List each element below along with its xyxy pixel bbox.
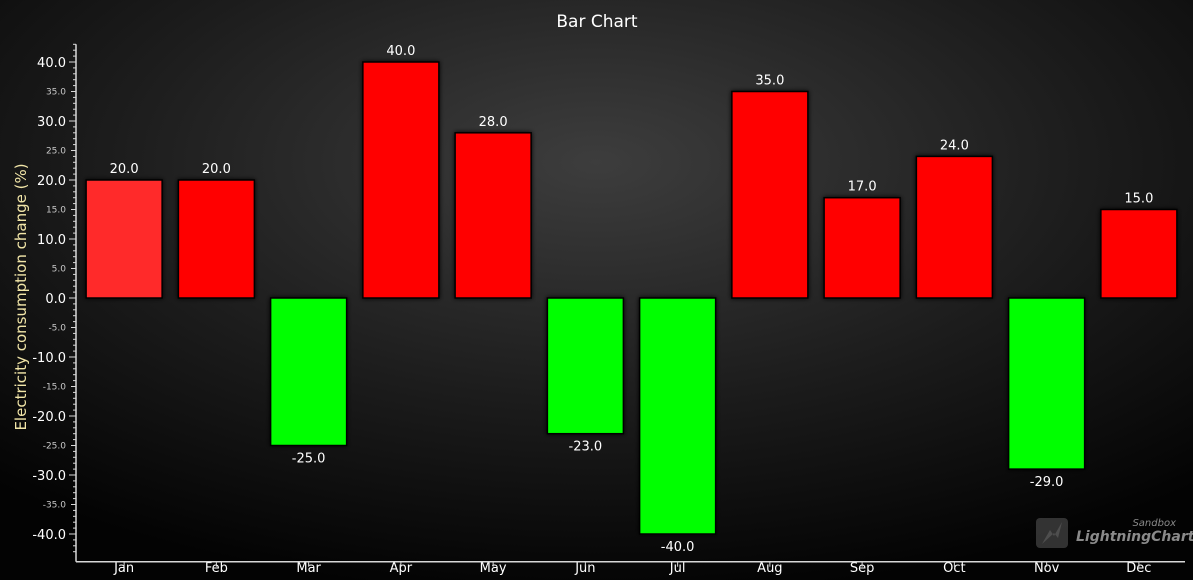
- x-tick-label-jun: Jun: [574, 561, 595, 576]
- bar-nov: [1007, 297, 1086, 470]
- y-tick-label: 0.0: [45, 292, 66, 307]
- x-tick-label-may: May: [480, 561, 507, 576]
- y-minor-tick-label: 35.0: [46, 88, 66, 98]
- y-minor-tick-label: -25.0: [43, 442, 67, 452]
- x-tick-label-apr: Apr: [390, 561, 413, 576]
- data-label-dec: 15.0: [1124, 192, 1153, 207]
- y-tick-label: 10.0: [37, 233, 66, 248]
- data-label-oct: 24.0: [940, 138, 969, 153]
- data-label-jan: 20.0: [110, 162, 139, 177]
- data-label-jun: -23.0: [569, 440, 603, 455]
- x-tick-label-sep: Sep: [850, 561, 875, 576]
- y-tick-label: 20.0: [37, 174, 66, 189]
- lightning-logo-icon: [1036, 518, 1068, 548]
- y-minor-tick-label: -5.0: [48, 324, 66, 334]
- y-minor-tick-label: 25.0: [46, 147, 66, 157]
- x-tick-label-dec: Dec: [1126, 561, 1151, 576]
- bar-may: [454, 132, 532, 299]
- x-tick-label-feb: Feb: [205, 561, 228, 576]
- data-label-jul: -40.0: [661, 540, 695, 555]
- x-tick-label-oct: Oct: [943, 561, 965, 576]
- y-minor-tick-label: 15.0: [46, 206, 66, 216]
- bar-mar: [269, 297, 348, 447]
- y-minor-tick-label: -35.0: [43, 501, 67, 511]
- data-label-feb: 20.0: [202, 162, 231, 177]
- bar-oct: [915, 155, 994, 299]
- y-tick-label: 40.0: [37, 56, 66, 71]
- data-label-apr: 40.0: [386, 44, 415, 59]
- bar-jun: [546, 297, 625, 435]
- y-minor-tick-label: -15.0: [43, 383, 67, 393]
- y-tick-label: -40.0: [32, 528, 66, 543]
- bar-sep: [823, 196, 901, 299]
- x-tick-label-aug: Aug: [757, 561, 782, 576]
- y-tick-label: -20.0: [32, 410, 66, 425]
- y-minor-tick-label: 5.0: [52, 265, 67, 275]
- bar-jan: [85, 179, 163, 299]
- y-tick-label: -10.0: [32, 351, 66, 366]
- x-tick-label-jan: Jan: [113, 561, 134, 576]
- data-label-mar: -25.0: [292, 452, 326, 467]
- y-tick-label: -30.0: [32, 469, 66, 484]
- bar-aug: [731, 90, 809, 299]
- bar-feb: [177, 179, 256, 299]
- watermark-sandbox: Sandbox: [1132, 518, 1176, 529]
- chart-title: Bar Chart: [556, 12, 638, 32]
- watermark-brand-name: LightningChart: [1076, 529, 1193, 545]
- bar-dec: [1100, 208, 1178, 299]
- watermark-brand: LightningChart®: [1076, 528, 1193, 545]
- x-tick-label-nov: Nov: [1034, 561, 1060, 576]
- data-label-sep: 17.0: [848, 180, 877, 195]
- data-label-aug: 35.0: [755, 74, 784, 89]
- y-axis-title: Electricity consumption change (%): [12, 163, 30, 430]
- x-tick-label-jul: Jul: [669, 561, 686, 576]
- bar-jul: [638, 297, 717, 535]
- x-tick-label-mar: Mar: [296, 561, 321, 576]
- data-label-may: 28.0: [479, 115, 508, 130]
- data-label-nov: -29.0: [1030, 475, 1064, 490]
- y-tick-label: 30.0: [37, 115, 66, 130]
- bar-apr: [362, 61, 440, 299]
